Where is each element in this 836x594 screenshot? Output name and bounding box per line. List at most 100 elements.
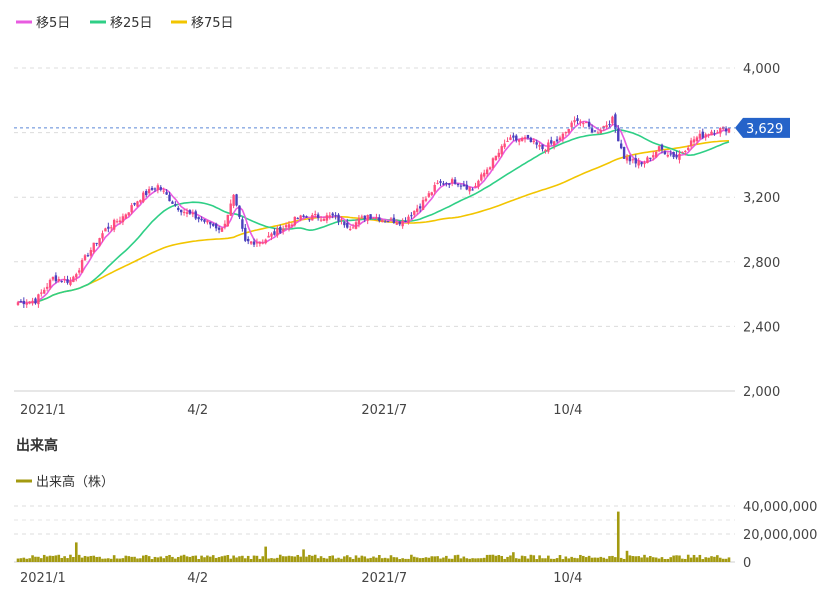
volume-bar (450, 558, 454, 562)
candle-body (564, 132, 568, 134)
volume-bars (16, 511, 731, 562)
candle-body (695, 137, 699, 142)
volume-bar (582, 555, 585, 562)
candle-body (86, 255, 90, 257)
candle-body (255, 242, 259, 244)
volume-bar (579, 554, 582, 562)
candle-body (316, 214, 320, 219)
volume-bar (378, 555, 381, 562)
volume-bar (718, 557, 722, 562)
candle-body (156, 185, 160, 190)
volume-bar (305, 556, 308, 562)
candle-body (191, 213, 195, 215)
volume-bar (348, 557, 352, 562)
volume-bar (147, 556, 151, 562)
candle-body (337, 214, 340, 222)
volume-bar (424, 557, 428, 562)
price-y-tick-label: 4,000 (743, 62, 780, 77)
candle-body (48, 279, 52, 288)
volume-bar (369, 557, 372, 562)
candle-body (622, 147, 626, 159)
volume-bar (695, 557, 699, 562)
candle-body (378, 217, 381, 222)
volume-bar (302, 549, 305, 562)
candle-body (238, 205, 241, 218)
candle-body (98, 238, 101, 246)
candle-body (599, 130, 602, 134)
candle-body (101, 233, 104, 239)
volume-bar (34, 556, 37, 562)
volume-bar (165, 555, 168, 562)
volume-bar (439, 558, 442, 562)
volume-bar (360, 555, 364, 562)
price-x-tick-label: 10/4 (553, 403, 582, 418)
candle-body (590, 128, 594, 133)
candle-body (649, 157, 652, 159)
volume-bar (716, 555, 719, 562)
candle-body (675, 155, 678, 158)
candle-body (281, 228, 285, 232)
candle-body (707, 134, 710, 136)
volume-bar (293, 556, 297, 562)
volume-bar (698, 554, 702, 562)
volume-bar (392, 557, 396, 562)
candle-body (45, 286, 49, 289)
candle-body (346, 222, 349, 228)
candle-body (229, 203, 232, 216)
candle-body (287, 224, 291, 228)
candle-body (16, 302, 20, 305)
volume-bar (337, 557, 340, 562)
volume-bar (686, 554, 690, 562)
volume-bar (380, 558, 384, 562)
volume-bar (313, 554, 317, 562)
volume-bar (255, 555, 259, 562)
volume-bar (54, 555, 58, 562)
candle-body (270, 233, 273, 237)
volume-bar (264, 546, 267, 562)
candle-body (328, 215, 331, 217)
volume-bar (354, 555, 358, 562)
candle-body (363, 215, 366, 220)
volume-bar (130, 556, 133, 562)
candle-body (95, 242, 98, 244)
candle-body (185, 212, 189, 214)
candle-body (681, 151, 684, 153)
candle-body (605, 125, 608, 128)
volume-bar (270, 558, 273, 562)
volume-bar (220, 556, 224, 562)
candle-body (142, 192, 145, 202)
volume-bar (503, 558, 506, 562)
candle-body (485, 169, 489, 175)
volume-bar (654, 557, 658, 562)
volume-bar (372, 556, 375, 562)
candle-body (200, 218, 203, 221)
candle-body (555, 139, 559, 142)
candle-body (442, 183, 445, 185)
volume-bar (596, 557, 600, 562)
price-gridlines (14, 67, 735, 392)
candle-body (439, 181, 442, 183)
moving-average-lines (17, 120, 730, 304)
candle-body (453, 179, 457, 184)
volume-bar (48, 555, 52, 562)
volume-bar (622, 558, 626, 562)
price-x-axis: 2021/1 4/2 2021/7 10/4 (20, 403, 582, 418)
candle-body (395, 223, 399, 225)
candle-body (523, 137, 527, 139)
volume-bar (625, 550, 629, 562)
volume-bar (223, 555, 227, 562)
candle-body (687, 147, 690, 150)
volume-bar (80, 557, 84, 562)
volume-bar (436, 556, 439, 562)
volume-bar (206, 555, 209, 562)
volume-bar (471, 558, 474, 562)
volume-bar (328, 555, 332, 562)
volume-y-tick-label: 20,000,000 (743, 528, 817, 543)
candle-body (480, 174, 483, 181)
volume-bar (287, 555, 291, 562)
candle-body (311, 214, 314, 221)
volume-bar (535, 559, 538, 562)
volume-bar (619, 557, 623, 562)
candle-body (450, 179, 454, 183)
volume-x-tick-label: 2021/7 (361, 571, 407, 586)
